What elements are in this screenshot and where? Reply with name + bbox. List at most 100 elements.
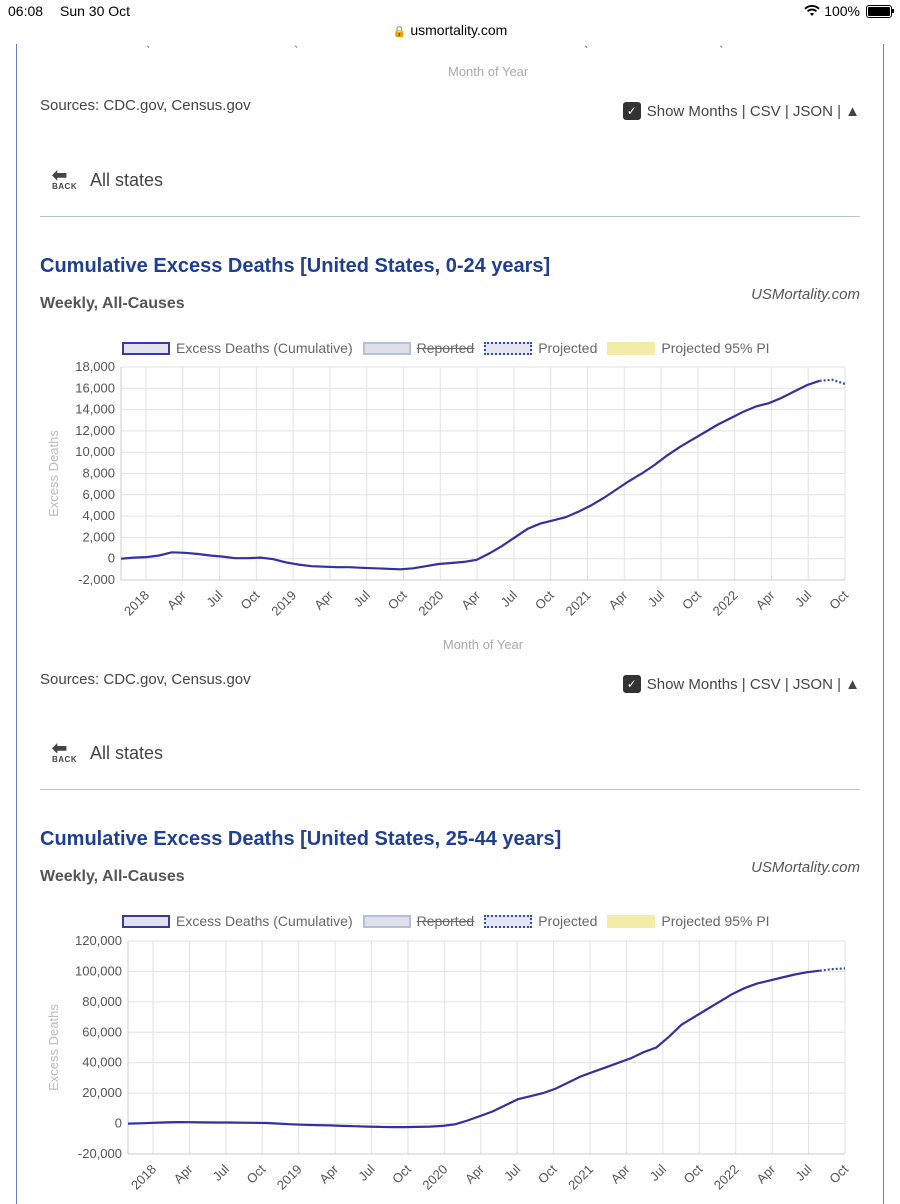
back-link[interactable]: ⬅ BACK All states: [52, 165, 164, 192]
url-text: usmortality.com: [410, 22, 508, 38]
chart2-ytick-label: -20,000: [78, 1146, 122, 1161]
chart1-xtick-label: Apr: [164, 587, 189, 612]
chart1-xlabel: Month of Year: [443, 637, 524, 652]
chart2-projected-line: [819, 967, 846, 972]
all-states-link-2[interactable]: All states: [90, 742, 164, 763]
chart2-xtick-label: Oct: [826, 1161, 851, 1186]
chart1-ytick-label: 4,000: [82, 508, 115, 523]
chart2-xtick-label: Apr: [608, 1161, 633, 1186]
content-frame: [16, 44, 884, 1204]
chart2-xtick-label: Apr: [753, 1161, 778, 1186]
prev-chart-xlabel: Month of Year: [448, 64, 529, 79]
chart1-xtick-label: Jul: [350, 587, 372, 609]
chart1-ytick-label: 8,000: [82, 466, 115, 481]
chart1-ytick-label: 12,000: [75, 423, 115, 438]
chart2-ytick-label: 80,000: [82, 994, 122, 1009]
chart1-xtick-label: Oct: [532, 587, 557, 612]
chart1-xtick-label: Jul: [792, 587, 814, 609]
status-right: 100%: [804, 3, 894, 19]
chart1-svg: 18,000 16,000 14,000 12,000 10,000 8,000 6,000…: [46, 359, 851, 652]
chart1-xtick-label: 2018: [121, 588, 152, 619]
svg-text:': ': [719, 44, 729, 54]
divider-2: [40, 789, 860, 790]
chart1-ytick-label: 2,000: [82, 529, 115, 544]
chart2-ytick-label: 120,000: [75, 933, 122, 948]
chart1-brand: USMortality.com: [751, 286, 860, 303]
back-icon: ⬅ BACK: [52, 165, 78, 191]
chart2-xtick-label: 2019: [274, 1162, 305, 1193]
chart2-xtick-label: Jul: [210, 1161, 232, 1183]
lock-icon: 🔒: [392, 26, 407, 38]
chart1-ytick-label: 16,000: [75, 380, 115, 395]
svg-text:': ': [294, 44, 304, 54]
chart1-xtick-label: Oct: [826, 587, 851, 612]
chart2-xtick-label: Jul: [647, 1161, 669, 1183]
legend-excess-2[interactable]: Excess Deaths (Cumulative): [122, 913, 353, 929]
status-date: Sun 30 Oct: [60, 3, 131, 19]
legend-pi[interactable]: Projected 95% PI: [607, 340, 770, 356]
chart2-ytick-label: 20,000: [82, 1085, 122, 1100]
chart1-xtick-label: Oct: [679, 587, 704, 612]
show-months-links[interactable]: Show Months | CSV | JSON | ▲: [646, 102, 860, 120]
chart1-ytick-label: 14,000: [75, 402, 115, 417]
chart1-ytick-label: 18,000: [75, 359, 115, 374]
chart1-legend: Excess Deaths (Cumulative) Reported Proj…: [122, 340, 780, 356]
chart2-xtick-label: Apr: [462, 1161, 487, 1186]
chart2-xtick-label: Apr: [316, 1161, 341, 1186]
chart2-xtick-label: Jul: [792, 1161, 814, 1183]
address-bar[interactable]: 🔒 usmortality.com: [0, 22, 900, 44]
chart1-ylabel: Excess Deaths: [46, 430, 61, 517]
chart2-ytick-label: 0: [115, 1116, 122, 1131]
chart2-xtick-label: Oct: [681, 1161, 706, 1186]
legend-projected-2[interactable]: Projected: [484, 913, 597, 929]
chart1-xtick-label: 2019: [268, 588, 299, 619]
legend-reported-2[interactable]: Reported: [362, 913, 474, 929]
legend-excess[interactable]: Excess Deaths (Cumulative): [122, 340, 353, 356]
chart2-xtick-label: 2022: [711, 1162, 742, 1193]
chart1-xtick-label: Apr: [753, 587, 778, 612]
chart1-xtick-label: 2021: [563, 588, 594, 619]
chart1-subtitle: Weekly, All-Causes: [40, 295, 185, 312]
legend-projected[interactable]: Projected: [484, 340, 597, 356]
chart2-ytick-label: 60,000: [82, 1024, 122, 1039]
chart2-xtick-label: Oct: [389, 1161, 414, 1186]
show-months-controls-2[interactable]: ✓ Show Months | CSV | JSON | ▲: [622, 675, 860, 693]
show-months-checkbox-2[interactable]: ✓: [622, 675, 641, 693]
battery-percent: 100%: [824, 3, 860, 19]
chart1-xtick-label: Oct: [238, 587, 263, 612]
battery-icon: [866, 4, 894, 18]
chart2-legend: Excess Deaths (Cumulative) Reported Proj…: [122, 913, 780, 929]
chart2-xtick-label: Oct: [243, 1161, 268, 1186]
chart2-ytick-label: 40,000: [82, 1055, 122, 1070]
chart2-title: Cumulative Excess Deaths [United States,…: [40, 828, 562, 850]
chart2-xtick-label: Apr: [171, 1161, 196, 1186]
chart2-subtitle: Weekly, All-Causes: [40, 868, 185, 885]
show-months-controls[interactable]: ✓ Show Months | CSV | JSON | ▲: [622, 102, 860, 120]
chart1-xtick-label: Oct: [385, 587, 410, 612]
chart2-brand: USMortality.com: [751, 859, 860, 876]
chart1-title: Cumulative Excess Deaths [United States,…: [40, 255, 551, 277]
chart2-xtick-label: Jul: [501, 1161, 523, 1183]
svg-text:': ': [584, 44, 594, 54]
prev-chart-tick-fragments: ' ' ' ': [146, 44, 729, 54]
chart1-xtick-label: Apr: [605, 587, 630, 612]
chart1-xtick-label: Jul: [498, 587, 520, 609]
svg-text:': ': [146, 44, 156, 54]
legend-pi-2[interactable]: Projected 95% PI: [607, 913, 770, 929]
show-months-checkbox[interactable]: ✓: [622, 102, 641, 120]
chart2-xtick-label: Oct: [535, 1161, 560, 1186]
sources-text: Sources: CDC.gov, Census.gov: [40, 97, 251, 114]
all-states-link[interactable]: All states: [90, 169, 164, 190]
chart1-ytick-label: 6,000: [82, 487, 115, 502]
chart1-xtick-label: Jul: [645, 587, 667, 609]
chart2-ylabel: Excess Deaths: [46, 1004, 61, 1091]
show-months-links-2[interactable]: Show Months | CSV | JSON | ▲: [646, 675, 860, 693]
chart2-xtick-label: 2020: [419, 1162, 450, 1193]
back-link-2[interactable]: ⬅ BACK All states: [52, 739, 164, 765]
chart1-ytick-label: -2,000: [78, 572, 115, 587]
chart1-projected-line: [819, 378, 846, 386]
chart2-xtick-label: 2018: [128, 1162, 159, 1193]
chart1-xtick-label: 2022: [710, 588, 741, 619]
chart2-xtick-label: 2021: [565, 1162, 596, 1193]
legend-reported[interactable]: Reported: [362, 340, 474, 356]
